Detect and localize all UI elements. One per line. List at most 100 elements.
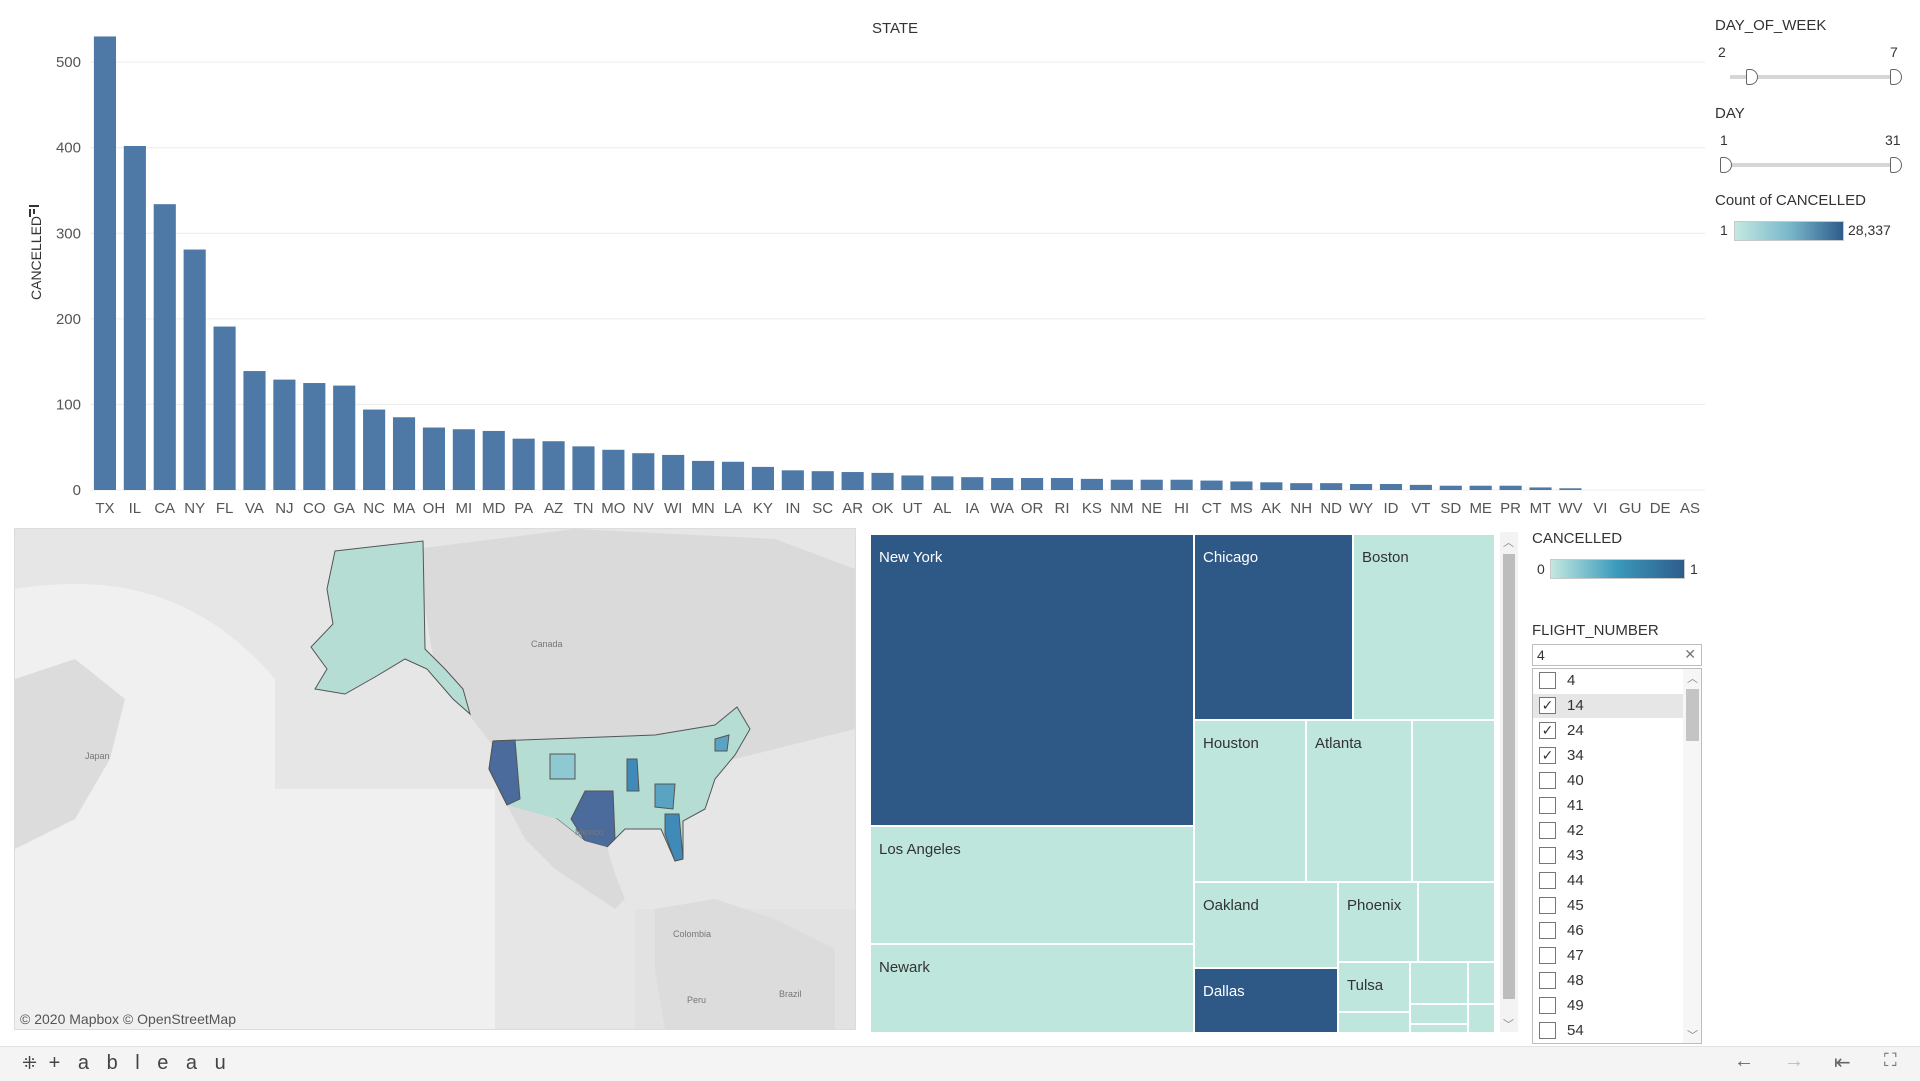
x-tick-label[interactable]: CT	[1202, 500, 1222, 517]
day-slider[interactable]	[1726, 163, 1900, 167]
redo-icon[interactable]: →	[1784, 1050, 1804, 1072]
bar-ms[interactable]	[1230, 481, 1253, 490]
day-of-week-slider[interactable]	[1730, 75, 1900, 79]
treemap-cell-new-york[interactable]: New York	[870, 534, 1194, 826]
treemap-cell-tulsa[interactable]: Tulsa	[1338, 962, 1410, 1012]
treemap-cell-unlabeled[interactable]	[1410, 1024, 1468, 1032]
x-tick-label[interactable]: MT	[1530, 500, 1552, 517]
treemap-cell-unlabeled[interactable]	[1410, 962, 1468, 1004]
bar-ca[interactable]	[153, 204, 176, 490]
checkbox-icon[interactable]	[1539, 1022, 1556, 1039]
x-tick-label[interactable]: AZ	[544, 500, 563, 517]
treemap-scrollbar[interactable]: ︿ ﹀	[1500, 532, 1518, 1032]
x-tick-label[interactable]: PA	[514, 500, 533, 517]
day-max-handle[interactable]	[1890, 157, 1902, 173]
x-tick-label[interactable]: MO	[601, 500, 625, 517]
undo-icon[interactable]: ←	[1734, 1050, 1754, 1072]
treemap-cell-dallas[interactable]: Dallas	[1194, 968, 1338, 1032]
treemap-cell-chicago[interactable]: Chicago	[1194, 534, 1353, 720]
x-tick-label[interactable]: HI	[1174, 500, 1189, 517]
flight-number-item[interactable]: 44	[1533, 869, 1683, 893]
x-tick-label[interactable]: CA	[154, 500, 175, 517]
treemap-cell-phoenix[interactable]: Phoenix	[1338, 882, 1418, 962]
treemap-cell-oakland[interactable]: Oakland	[1194, 882, 1338, 968]
bar-mn[interactable]	[692, 460, 715, 490]
tableau-logo[interactable]: ⁜ + a b l e a u	[22, 1052, 232, 1075]
x-tick-label[interactable]: NM	[1110, 500, 1133, 517]
bar-al[interactable]	[931, 476, 954, 490]
day-of-week-min-handle[interactable]	[1746, 69, 1758, 85]
treemap-cell-unlabeled[interactable]	[1468, 962, 1495, 1004]
x-tick-label[interactable]: NV	[633, 500, 654, 517]
flight-number-item[interactable]: 40	[1533, 769, 1683, 793]
checkbox-checked-icon[interactable]: ✓	[1539, 722, 1556, 739]
x-tick-label[interactable]: UT	[902, 500, 922, 517]
x-tick-label[interactable]: NY	[184, 500, 205, 517]
bar-nd[interactable]	[1320, 483, 1343, 490]
x-tick-label[interactable]: MA	[393, 500, 416, 517]
treemap-cell-houston[interactable]: Houston	[1194, 720, 1306, 882]
checkbox-icon[interactable]	[1539, 997, 1556, 1014]
day-min-handle[interactable]	[1720, 157, 1732, 173]
x-tick-label[interactable]: MS	[1230, 500, 1253, 517]
bar-me[interactable]	[1469, 485, 1492, 490]
treemap-cell-unlabeled[interactable]	[1412, 720, 1495, 882]
bar-or[interactable]	[1021, 478, 1044, 490]
x-tick-label[interactable]: NH	[1290, 500, 1312, 517]
bar-wa[interactable]	[991, 478, 1014, 490]
bar-ia[interactable]	[961, 477, 984, 490]
x-tick-label[interactable]: NE	[1141, 500, 1162, 517]
fullscreen-icon[interactable]: ⛶	[1884, 1050, 1897, 1070]
flight-number-item[interactable]: 42	[1533, 819, 1683, 843]
treemap-cell-boston[interactable]: Boston	[1353, 534, 1495, 720]
bar-co[interactable]	[303, 383, 326, 490]
checkbox-icon[interactable]	[1539, 797, 1556, 814]
checkbox-checked-icon[interactable]: ✓	[1539, 747, 1556, 764]
scroll-up-icon[interactable]: ︿	[1503, 537, 1514, 549]
x-tick-label[interactable]: MN	[691, 500, 714, 517]
bar-wv[interactable]	[1559, 488, 1582, 490]
bar-la[interactable]	[721, 461, 745, 490]
bar-fl[interactable]	[213, 326, 236, 490]
treemap-cell-unlabeled[interactable]	[1338, 1012, 1410, 1032]
scroll-up-icon[interactable]: ︿	[1687, 673, 1698, 685]
scroll-down-icon[interactable]: ﹀	[1503, 1019, 1514, 1031]
flight-number-search-input[interactable]: 4 ✕	[1532, 644, 1702, 666]
bar-tx[interactable]	[93, 36, 117, 490]
bar-ok[interactable]	[871, 472, 894, 490]
bar-ak[interactable]	[1260, 482, 1283, 490]
x-tick-label[interactable]: IN	[785, 500, 800, 517]
x-tick-label[interactable]: AS	[1680, 500, 1700, 517]
bar-ut[interactable]	[901, 475, 924, 490]
x-tick-label[interactable]: WI	[664, 500, 682, 517]
bar-ks[interactable]	[1080, 478, 1103, 490]
bar-ga[interactable]	[333, 385, 356, 490]
checkbox-icon[interactable]	[1539, 872, 1556, 889]
checkbox-icon[interactable]	[1539, 972, 1556, 989]
checkbox-icon[interactable]	[1539, 947, 1556, 964]
x-tick-label[interactable]: LA	[724, 500, 742, 517]
x-tick-label[interactable]: FL	[216, 500, 234, 517]
flight-number-item[interactable]: ✓ 34	[1533, 744, 1683, 768]
scrollbar-thumb[interactable]	[1686, 689, 1699, 741]
treemap-cell-unlabeled[interactable]	[1468, 1004, 1495, 1032]
bar-md[interactable]	[482, 430, 505, 490]
bar-hi[interactable]	[1170, 479, 1193, 490]
x-tick-label[interactable]: NC	[363, 500, 385, 517]
bar-sd[interactable]	[1439, 485, 1462, 490]
x-tick-label[interactable]: OR	[1021, 500, 1044, 517]
checkbox-icon[interactable]	[1539, 847, 1556, 864]
scroll-down-icon[interactable]: ﹀	[1687, 1030, 1698, 1042]
x-tick-label[interactable]: AK	[1261, 500, 1281, 517]
bar-az[interactable]	[542, 441, 565, 490]
x-tick-label[interactable]: OK	[872, 500, 894, 517]
bar-ny[interactable]	[183, 249, 206, 490]
revert-icon[interactable]: ⇤	[1834, 1052, 1851, 1074]
bar-nj[interactable]	[273, 379, 296, 490]
x-tick-label[interactable]: DE	[1650, 500, 1671, 517]
x-tick-label[interactable]: CO	[303, 500, 326, 517]
x-tick-label[interactable]: AL	[933, 500, 951, 517]
x-tick-label[interactable]: VT	[1411, 500, 1430, 517]
checkbox-icon[interactable]	[1539, 672, 1556, 689]
flight-number-item[interactable]: 54	[1533, 1019, 1683, 1043]
